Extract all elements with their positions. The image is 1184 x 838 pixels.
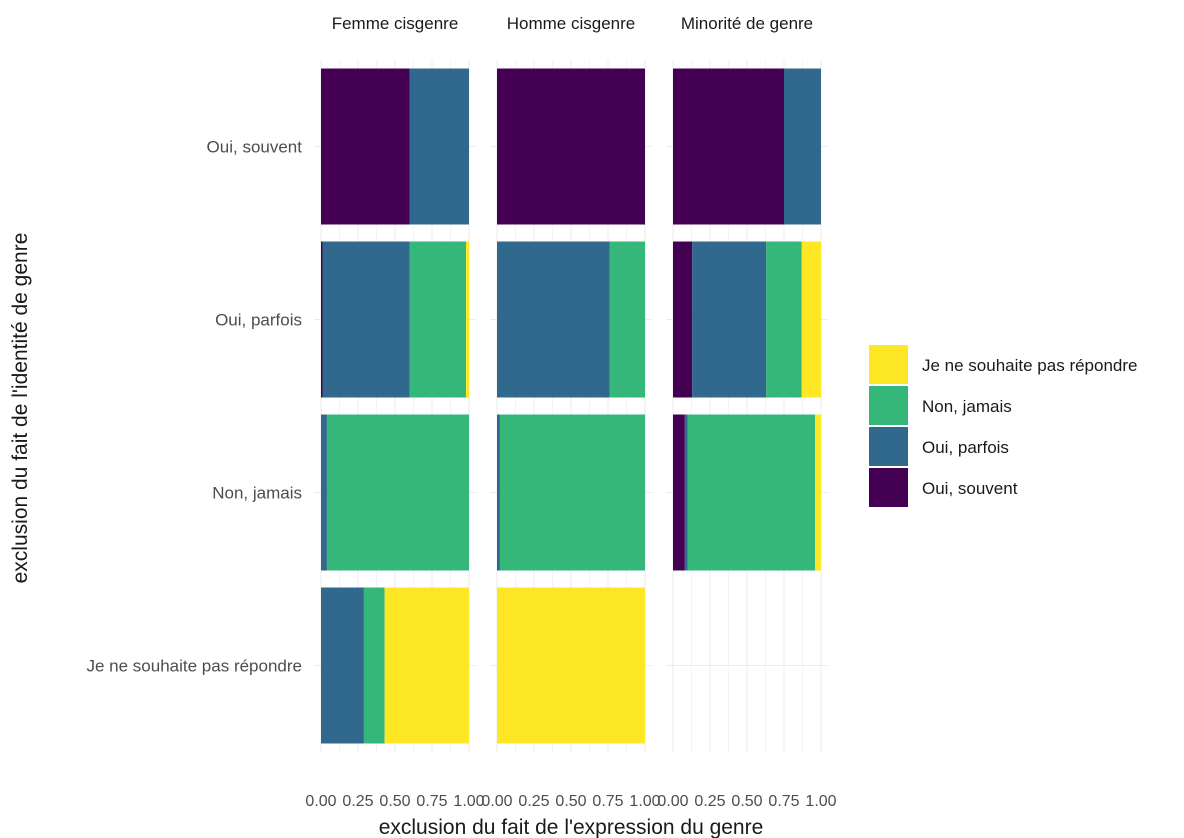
facet-label-homme-cisgenre: Homme cisgenre	[507, 14, 636, 33]
bar-femme-cisgenre-oui-souvent-oui-souvent	[321, 68, 410, 225]
x-tick-label-minorite-de-genre: 0.00	[657, 793, 688, 810]
bar-femme-cisgenre-oui-parfois-non-jamais	[409, 241, 467, 398]
bar-minorite-de-genre-non-jamais-oui-souvent	[673, 414, 685, 571]
x-tick-label-homme-cisgenre: 1.00	[629, 793, 660, 810]
legend-label-oui-souvent: Oui, souvent	[922, 479, 1018, 498]
y-tick-label-non-jamais: Non, jamais	[212, 484, 302, 503]
x-tick-label-minorite-de-genre: 1.00	[805, 793, 836, 810]
bar-femme-cisgenre-je-ne-souhaite-pas-repondre-non-jamais	[363, 587, 385, 744]
label-layer: Femme cisgenre 0.00 0.25 0.50 0.75 1.00 Homme …	[87, 14, 837, 810]
bar-femme-cisgenre-oui-parfois-oui-souvent	[321, 241, 323, 398]
bar-homme-cisgenre-non-jamais-non-jamais	[499, 414, 645, 571]
legend-key-non-jamais	[869, 386, 908, 425]
bar-homme-cisgenre-oui-parfois-non-jamais	[609, 241, 645, 398]
x-tick-label-homme-cisgenre: 0.75	[592, 793, 623, 810]
y-axis-title: exclusion du fait de l'identité de genre	[9, 233, 32, 584]
x-tick-label-femme-cisgenre: 0.50	[379, 793, 410, 810]
bar-femme-cisgenre-oui-souvent-oui-parfois	[409, 68, 469, 225]
bar-minorite-de-genre-oui-parfois-je-ne-souhaite-pas-repondre	[801, 241, 821, 398]
bar-homme-cisgenre-non-jamais-oui-parfois	[497, 414, 500, 571]
bar-femme-cisgenre-non-jamais-oui-parfois	[321, 414, 327, 571]
legend-label-oui-parfois: Oui, parfois	[922, 438, 1009, 457]
bar-minorite-de-genre-oui-souvent-oui-souvent	[673, 68, 784, 225]
legend-key-oui-souvent	[869, 468, 908, 507]
legend: Je ne souhaite pas répondre Non, jamais Ou…	[869, 345, 1138, 507]
y-tick-label-oui-souvent: Oui, souvent	[207, 138, 303, 157]
legend-key-oui-parfois	[869, 427, 908, 466]
legend-label-non-jamais: Non, jamais	[922, 397, 1012, 416]
x-tick-label-minorite-de-genre: 0.75	[768, 793, 799, 810]
legend-key-je-ne-souhaite-pas-repondre	[869, 345, 908, 384]
x-axis-title: exclusion du fait de l'expression du gen…	[379, 816, 764, 838]
bar-femme-cisgenre-oui-parfois-je-ne-souhaite-pas-repondre	[466, 241, 469, 398]
x-tick-label-femme-cisgenre: 0.00	[305, 793, 336, 810]
y-tick-label-je-ne-souhaite-pas-repondre: Je ne souhaite pas répondre	[87, 657, 303, 676]
bar-homme-cisgenre-oui-parfois-oui-parfois	[497, 241, 610, 398]
bar-minorite-de-genre-oui-parfois-oui-souvent	[673, 241, 693, 398]
legend-label-je-ne-souhaite-pas-repondre: Je ne souhaite pas répondre	[922, 356, 1138, 375]
x-tick-label-femme-cisgenre: 0.25	[342, 793, 373, 810]
bar-layer	[321, 68, 821, 744]
bar-homme-cisgenre-je-ne-souhaite-pas-repondre-je-ne-souhaite-pas-repondre	[497, 587, 645, 744]
bar-femme-cisgenre-je-ne-souhaite-pas-repondre-je-ne-souhaite-pas-repondre	[384, 587, 469, 744]
bar-minorite-de-genre-oui-parfois-non-jamais	[766, 241, 802, 398]
bar-minorite-de-genre-non-jamais-non-jamais	[687, 414, 816, 571]
facet-label-femme-cisgenre: Femme cisgenre	[332, 14, 459, 33]
bar-minorite-de-genre-oui-parfois-oui-parfois	[692, 241, 767, 398]
x-tick-label-minorite-de-genre: 0.25	[694, 793, 725, 810]
bar-homme-cisgenre-oui-souvent-oui-souvent	[497, 68, 645, 225]
bar-femme-cisgenre-oui-parfois-oui-parfois	[322, 241, 410, 398]
x-tick-label-homme-cisgenre: 0.50	[555, 793, 586, 810]
facet-label-minorite-de-genre: Minorité de genre	[681, 14, 813, 33]
bar-femme-cisgenre-je-ne-souhaite-pas-repondre-oui-parfois	[321, 587, 364, 744]
x-tick-label-homme-cisgenre: 0.25	[518, 793, 549, 810]
bar-femme-cisgenre-non-jamais-non-jamais	[326, 414, 469, 571]
x-tick-label-femme-cisgenre: 0.75	[416, 793, 447, 810]
x-tick-label-minorite-de-genre: 0.50	[731, 793, 762, 810]
x-tick-label-homme-cisgenre: 0.00	[481, 793, 512, 810]
bar-minorite-de-genre-non-jamais-je-ne-souhaite-pas-repondre	[815, 414, 821, 571]
bar-minorite-de-genre-oui-souvent-oui-parfois	[784, 68, 821, 225]
y-tick-label-oui-parfois: Oui, parfois	[215, 311, 302, 330]
x-tick-label-femme-cisgenre: 1.00	[453, 793, 484, 810]
bar-minorite-de-genre-non-jamais-oui-parfois	[684, 414, 688, 571]
